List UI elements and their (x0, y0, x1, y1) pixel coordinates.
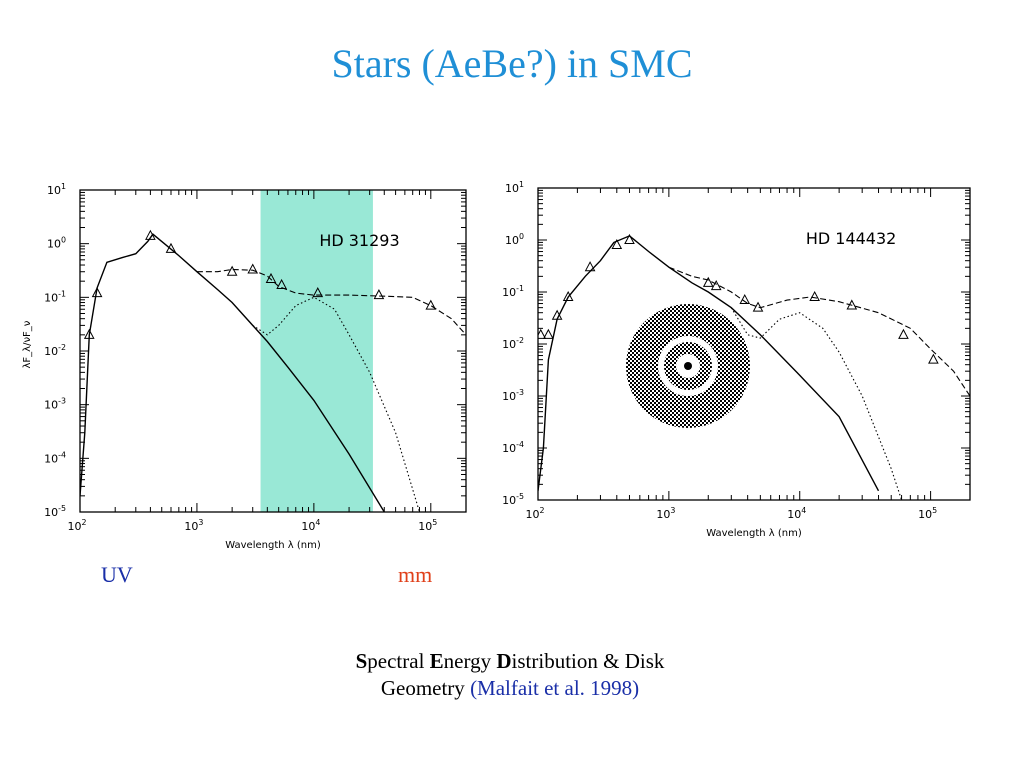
central-star (684, 362, 692, 370)
series-group (80, 229, 466, 512)
data-point-marker (702, 276, 714, 287)
sed-chart-hd31293: 102 103 104 105 101 100 10-1 10-2 10-3 10-4 10-5 HD… (22, 182, 467, 551)
y-tick-label: 10-4 (502, 440, 524, 455)
x-tick-label: 105 (418, 518, 437, 533)
mm-label: mm (398, 562, 433, 587)
data-point-marker (373, 289, 385, 300)
x-tick-label: 104 (787, 506, 806, 521)
y-tick-label: 10-5 (502, 492, 524, 507)
data-point-marker (739, 293, 751, 305)
caption-line-2: Geometry (Malfait et al. 1998) (380, 676, 640, 700)
data-point-marker (543, 328, 554, 339)
y-tick-label: 10-2 (44, 343, 66, 358)
y-axis-label: λF_λ/νF_ν (22, 320, 33, 368)
caption-line-1: Spectral Energy Distribution & Disk (355, 649, 665, 673)
x-tick-label: 103 (184, 518, 203, 533)
y-tick-label: 100 (505, 232, 524, 247)
x-axis-label: Wavelength λ (nm) (225, 540, 321, 551)
data-point-marker (611, 238, 623, 250)
sed-curve-dashed (196, 268, 466, 336)
x-tick-label: 104 (301, 518, 320, 533)
data-point-marker (928, 353, 939, 364)
data-point-marker (584, 261, 596, 272)
data-point-marker (562, 290, 574, 302)
data-point-marker (265, 272, 277, 283)
sed-chart-hd144432: 102 103 104 105 101 100 10-1 10-2 10-3 10-4 10-5 HD… (502, 180, 971, 539)
data-point-marker (91, 287, 103, 298)
y-tick-label: 10-3 (44, 397, 66, 412)
uv-label: UV (101, 562, 133, 587)
y-tick-label: 100 (47, 236, 66, 251)
data-point-marker (752, 301, 764, 312)
data-point-marker (145, 229, 156, 240)
sed-curve-dotted (730, 307, 903, 500)
sed-curve-dashed (668, 266, 970, 397)
y-tick-label: 101 (505, 180, 524, 195)
plot-frame (79, 189, 467, 513)
data-point-marker (226, 265, 238, 276)
plot-frame (537, 187, 971, 501)
data-point-marker (846, 299, 858, 310)
x-tick-label: 105 (918, 506, 937, 521)
disk-geometry-inset (626, 304, 750, 428)
y-tick-label: 10-3 (502, 388, 524, 403)
data-point-marker (898, 328, 909, 339)
data-point-marker (165, 242, 177, 253)
x-tick-label: 103 (656, 506, 675, 521)
sed-curve-solid (80, 233, 385, 512)
y-tick-label: 10-4 (44, 450, 66, 465)
series-group (538, 233, 970, 500)
sed-curve-dotted (252, 296, 421, 512)
data-point-marker (276, 278, 287, 289)
slide-title: Stars (AeBe?) in SMC (331, 41, 693, 86)
data-point-marker (425, 299, 437, 310)
y-tick-label: 10-1 (44, 289, 66, 304)
sed-curve-solid (538, 235, 880, 492)
data-point-marker (83, 328, 95, 339)
x-tick-label: 102 (67, 518, 86, 533)
y-tick-label: 10-1 (502, 284, 524, 299)
data-point-marker (809, 290, 820, 302)
star-name-label: HD 31293 (319, 231, 399, 250)
citation: (Malfait et al. 1998) (470, 676, 640, 700)
data-point-marker (247, 263, 259, 274)
data-point-marker (312, 287, 324, 298)
x-axis-label: Wavelength λ (nm) (706, 528, 802, 539)
y-tick-label: 101 (47, 182, 66, 197)
data-point-marker (710, 280, 722, 291)
data-point-marker (551, 309, 563, 320)
y-tick-label: 10-2 (502, 336, 524, 351)
caption: Spectral Energy Distribution & Disk Geom… (250, 648, 770, 702)
x-tick-label: 102 (525, 506, 544, 521)
star-name-label: HD 144432 (806, 229, 897, 248)
data-point-marker (624, 233, 635, 244)
y-tick-label: 10-5 (44, 504, 66, 519)
ir-highlight-band (260, 190, 373, 512)
